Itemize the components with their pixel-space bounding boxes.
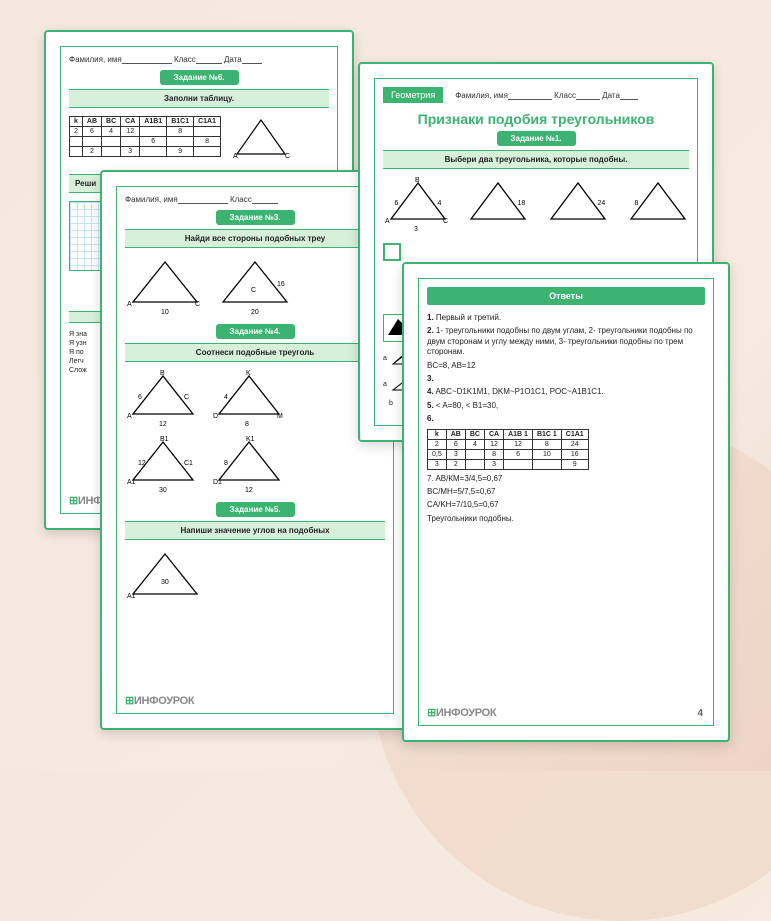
svg-text:3: 3 xyxy=(414,226,418,233)
svg-text:M: M xyxy=(277,413,283,420)
svg-text:12: 12 xyxy=(159,421,167,428)
svg-text:A: A xyxy=(127,301,132,308)
svg-text:12: 12 xyxy=(245,487,253,494)
student-header: Фамилия, имя Класс xyxy=(125,195,385,204)
task4-banner: Соотнеси подобные треуголь xyxy=(125,343,385,362)
svg-text:C: C xyxy=(285,153,290,160)
answers-after-table: 7. AB/КМ=3/4,5=0,67BC/MH=5/7,5=0,67CA/KH… xyxy=(427,474,705,525)
task1-banner: Выбери два треугольника, которые подобны… xyxy=(383,150,689,169)
svg-text:C1: C1 xyxy=(184,460,193,467)
student-header: Фамилия, имя Класс Дата xyxy=(69,55,329,64)
svg-text:C: C xyxy=(251,287,256,294)
svg-text:B: B xyxy=(415,177,420,184)
task5-triangles: A1 30 xyxy=(125,548,385,610)
svg-text:A: A xyxy=(233,153,238,160)
answers-page: Ответы 1. Первый и третий.2. 1- треуголь… xyxy=(402,262,730,742)
svg-text:24: 24 xyxy=(598,200,606,207)
checkbox[interactable] xyxy=(383,243,401,261)
answers-table: kABBCCAA1B 1B1C 1C1A1 26412128240,538610… xyxy=(427,429,589,470)
svg-text:10: 10 xyxy=(161,309,169,316)
svg-text:20: 20 xyxy=(251,309,259,316)
svg-text:C: C xyxy=(443,218,448,225)
svg-text:4: 4 xyxy=(438,200,442,207)
task5-banner: Напиши значение углов на подобных xyxy=(125,521,385,540)
task1-label: Задание №1. xyxy=(497,131,576,146)
svg-text:30: 30 xyxy=(159,487,167,494)
page-number: 4 xyxy=(697,708,703,719)
task4-label: Задание №4. xyxy=(216,324,295,339)
svg-text:18: 18 xyxy=(518,200,526,207)
subject-tag: Геометрия xyxy=(383,87,443,103)
triangle-icon: AC xyxy=(231,116,291,160)
answers-header: Ответы xyxy=(427,287,705,305)
svg-text:A1: A1 xyxy=(127,479,136,486)
task5-label: Задание №5. xyxy=(216,502,295,517)
svg-text:A: A xyxy=(385,218,390,225)
task3-label: Задание №3. xyxy=(216,210,295,225)
svg-text:A1: A1 xyxy=(127,593,136,600)
student-header: Геометрия Фамилия, имя Класс Дата xyxy=(383,87,689,103)
svg-text:8: 8 xyxy=(245,421,249,428)
task4-triangles-row2: B1 A1 12 C1 30 K1 D1 8 12 xyxy=(125,436,385,496)
svg-text:12: 12 xyxy=(138,460,146,467)
svg-text:8: 8 xyxy=(635,200,639,207)
svg-text:8: 8 xyxy=(224,460,228,467)
svg-text:6: 6 xyxy=(138,394,142,401)
svg-text:30: 30 xyxy=(161,579,169,586)
svg-text:B: B xyxy=(160,370,165,377)
task4-triangles-row1: B A 6 C 12 K D M 4 8 xyxy=(125,370,385,430)
answers-list: 1. Первый и третий.2. 1- треугольники по… xyxy=(427,313,705,425)
task6-table: kABBCCAA1B1B1C1C1A1 26412868239 xyxy=(69,116,221,157)
svg-text:C: C xyxy=(195,301,200,308)
task6-banner: Заполни таблицу. xyxy=(69,89,329,108)
svg-text:K: K xyxy=(246,370,251,377)
logo: ⊞ИНФОУРОК xyxy=(427,706,496,719)
svg-text:D: D xyxy=(213,413,218,420)
svg-text:C: C xyxy=(184,394,189,401)
svg-text:K1: K1 xyxy=(246,436,255,443)
svg-text:B1: B1 xyxy=(160,436,169,443)
task3-banner: Найди все стороны подобных треу xyxy=(125,229,385,248)
logo: ⊞ИНФОУРОК xyxy=(125,694,194,707)
task6-label: Задание №6. xyxy=(160,70,239,85)
svg-text:6: 6 xyxy=(395,200,399,207)
svg-text:16: 16 xyxy=(277,281,285,288)
main-title: Признаки подобия треугольников xyxy=(383,111,689,127)
svg-text:D1: D1 xyxy=(213,479,222,486)
svg-text:A: A xyxy=(127,413,132,420)
svg-text:4: 4 xyxy=(224,394,228,401)
task3-triangles: A C 10 16 20 C xyxy=(125,256,385,318)
task1-triangles: B A C 6 4 3 18 24 8 xyxy=(383,177,689,235)
